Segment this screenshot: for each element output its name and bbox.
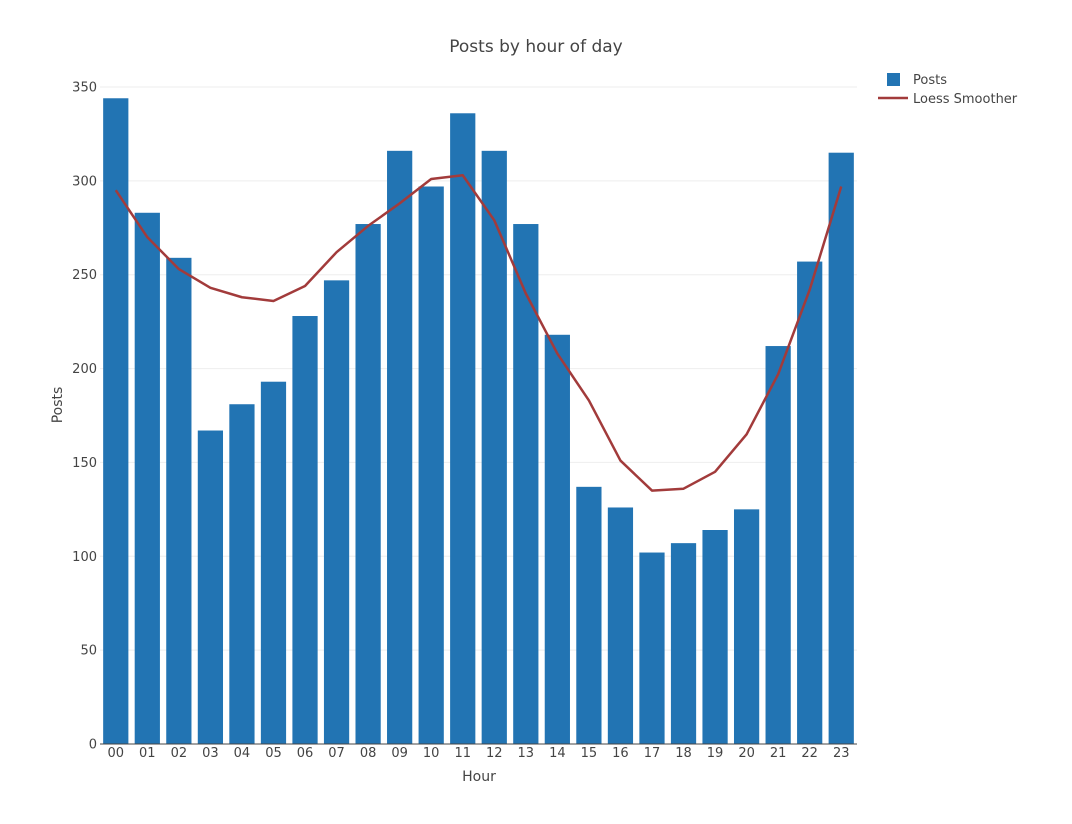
bar-11[interactable]: [450, 113, 475, 744]
bar-05[interactable]: [261, 382, 286, 744]
x-tick-label: 13: [518, 746, 535, 761]
x-tick-label: 01: [139, 746, 156, 761]
bar-09[interactable]: [387, 151, 412, 744]
y-tick-label: 350: [72, 81, 97, 96]
bar-23[interactable]: [829, 153, 854, 744]
bar-22[interactable]: [797, 262, 822, 744]
bar-15[interactable]: [576, 487, 601, 744]
y-tick-label: 150: [72, 456, 97, 471]
x-tick-label: 20: [738, 746, 755, 761]
bar-04[interactable]: [229, 404, 254, 744]
x-tick-label: 17: [644, 746, 661, 761]
bar-10[interactable]: [419, 186, 444, 744]
x-tick-label: 14: [549, 746, 566, 761]
y-axis-ticks: 0 50 100 150 200 250 300 350: [72, 81, 97, 753]
line-series: [116, 175, 841, 490]
x-tick-label: 06: [297, 746, 314, 761]
bar-13[interactable]: [513, 224, 538, 744]
x-tick-label: 16: [612, 746, 629, 761]
bar-17[interactable]: [639, 553, 664, 744]
x-tick-label: 12: [486, 746, 503, 761]
x-tick-label: 08: [360, 746, 377, 761]
bar-03[interactable]: [198, 431, 223, 744]
bar-16[interactable]: [608, 507, 633, 744]
x-tick-label: 19: [707, 746, 724, 761]
bar-00[interactable]: [103, 98, 128, 744]
legend-label-posts[interactable]: Posts: [913, 73, 947, 88]
x-tick-label: 11: [454, 746, 471, 761]
bar-19[interactable]: [702, 530, 727, 744]
x-tick-label: 03: [202, 746, 219, 761]
x-tick-label: 10: [423, 746, 440, 761]
x-tick-label: 04: [234, 746, 251, 761]
x-tick-label: 07: [328, 746, 345, 761]
bar-02[interactable]: [166, 258, 191, 744]
y-tick-label: 100: [72, 550, 97, 565]
y-tick-label: 250: [72, 268, 97, 283]
bar-01[interactable]: [135, 213, 160, 744]
x-tick-label: 02: [171, 746, 188, 761]
bar-07[interactable]: [324, 280, 349, 744]
x-tick-label: 23: [833, 746, 850, 761]
legend: Posts Loess Smoother: [878, 73, 1018, 107]
x-tick-label: 05: [265, 746, 282, 761]
y-tick-label: 0: [89, 738, 97, 753]
bar-20[interactable]: [734, 509, 759, 744]
x-tick-label: 18: [675, 746, 692, 761]
bar-series: [103, 98, 854, 744]
bar-21[interactable]: [766, 346, 791, 744]
x-tick-label: 15: [581, 746, 598, 761]
y-tick-label: 200: [72, 362, 97, 377]
y-axis-title: Posts: [50, 387, 66, 424]
legend-swatch-posts[interactable]: [887, 73, 900, 86]
bar-06[interactable]: [292, 316, 317, 744]
bar-18[interactable]: [671, 543, 696, 744]
bar-14[interactable]: [545, 335, 570, 744]
legend-label-loess[interactable]: Loess Smoother: [913, 92, 1018, 107]
x-tick-label: 00: [107, 746, 124, 761]
x-tick-label: 09: [391, 746, 408, 761]
x-tick-label: 22: [801, 746, 818, 761]
loess-line[interactable]: [116, 175, 841, 490]
bar-08[interactable]: [355, 224, 380, 744]
chart-title: Posts by hour of day: [449, 37, 623, 57]
x-tick-label: 21: [770, 746, 787, 761]
x-axis-title: Hour: [462, 769, 496, 785]
y-tick-label: 50: [80, 644, 97, 659]
y-tick-label: 300: [72, 174, 97, 189]
x-axis-ticks: 00 01 02 03 04 05 06 07 08 09 10 11 12 13 14 15 16 17 18 19…: [107, 746, 849, 761]
